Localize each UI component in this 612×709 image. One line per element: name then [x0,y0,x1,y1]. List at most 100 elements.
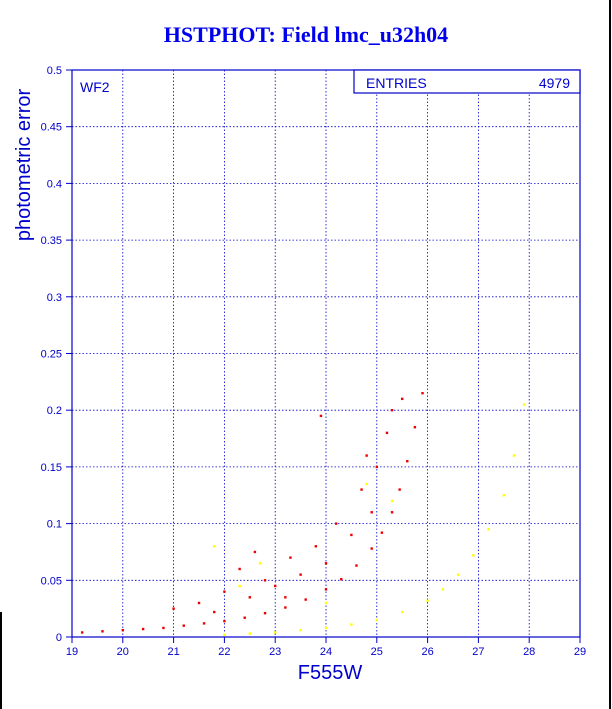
data-point-red [284,596,287,599]
data-point-red [324,588,328,591]
y-tick-label: 0.1 [47,519,62,531]
data-point-red [334,522,338,525]
data-point-red [370,547,373,550]
data-point-red [304,598,307,601]
data-point-red [223,590,226,593]
plot-frame [71,69,581,638]
data-point-red [360,488,363,491]
data-point-yellow [472,554,475,557]
y-tick-label: 0.4 [47,178,62,190]
data-point-red [299,573,302,576]
data-point-red [101,630,104,633]
data-point-red [355,564,358,567]
data-point-yellow [390,499,394,503]
data-point-red [324,562,328,565]
data-point-yellow [456,573,460,576]
window-right-edge [609,0,611,709]
data-point-yellow [274,631,277,634]
data-point-yellow [512,454,516,457]
data-point-red [390,511,394,514]
data-point-yellow [324,626,328,630]
panel-label: WF2 [80,79,110,95]
data-point-yellow [502,494,505,497]
data-point-red [141,627,145,631]
x-tick-label: 28 [523,646,535,658]
data-point-red [398,488,401,491]
data-point-red [289,556,292,559]
data-point-red [213,610,216,614]
data-point-yellow [238,584,241,588]
data-point-red [340,577,343,581]
data-point-red [121,628,124,632]
data-point-yellow [248,632,251,635]
data-point-red [80,631,84,634]
data-point-yellow [487,528,490,531]
data-point-yellow [365,482,368,486]
y-tick-label: 0.3 [47,292,62,304]
data-point-red [263,611,267,615]
stats-box [353,69,581,94]
data-point-yellow [426,599,429,602]
data-point-red [182,624,185,627]
y-tick-label: 0.15 [41,462,62,474]
data-point-yellow [375,618,378,622]
window-left-edge [0,612,2,709]
data-point-red [263,579,267,582]
data-point-red [421,391,424,395]
data-point-red [248,596,251,599]
x-tick-label: 29 [574,646,586,658]
data-point-red [401,397,404,401]
y-tick-label: 0.5 [47,65,62,77]
data-point-red [274,584,277,588]
data-point-red [365,454,368,457]
data-point-red [375,465,378,469]
x-tick-label: 23 [269,646,281,658]
x-tick-label: 27 [472,646,484,658]
x-tick-label: 26 [421,646,433,658]
x-tick-label: 24 [320,646,332,658]
y-axis-label: photometric error [13,89,35,242]
data-point-red [370,511,373,514]
data-point-red [202,622,206,625]
y-tick-label: 0.25 [41,349,62,361]
data-point-yellow [223,633,226,636]
data-point-yellow [299,628,302,632]
data-point-red [253,550,257,554]
data-point-red [197,601,201,605]
y-tick-label: 0 [56,632,62,644]
data-point-red [385,431,389,435]
data-point-yellow [522,403,526,406]
stats-entries-label: ENTRIES [366,75,427,91]
data-point-yellow [213,545,216,548]
data-point-yellow [350,623,353,626]
data-point-red [223,619,226,623]
x-tick-label: 21 [167,646,179,658]
x-axis-label: F555W [298,662,363,684]
data-point-red [314,545,318,548]
y-tick-label: 0.35 [41,235,62,247]
data-point-red [413,426,417,429]
data-point-red [319,414,323,418]
x-tick-label: 22 [218,646,230,658]
data-point-red [243,616,246,619]
y-tick-label: 0.45 [41,122,62,134]
x-tick-label: 25 [371,646,383,658]
data-point-red [238,567,241,571]
data-point-red [390,409,394,412]
data-point-red [172,607,175,610]
data-point-yellow [441,588,445,591]
data-point-yellow [324,601,328,605]
data-point-red [380,531,384,534]
data-point-yellow [401,610,404,614]
x-tick-label: 19 [66,646,78,658]
data-point-red [406,460,409,463]
data-point-yellow [258,562,262,565]
data-point-red [284,606,287,609]
y-tick-label: 0.2 [47,405,62,417]
stats-entries-value: 4979 [539,75,570,91]
x-tick-label: 20 [117,646,129,658]
chart-title: HSTPHOT: Field lmc_u32h04 [163,22,449,47]
data-point-red [350,533,353,537]
data-point-red [162,626,165,630]
